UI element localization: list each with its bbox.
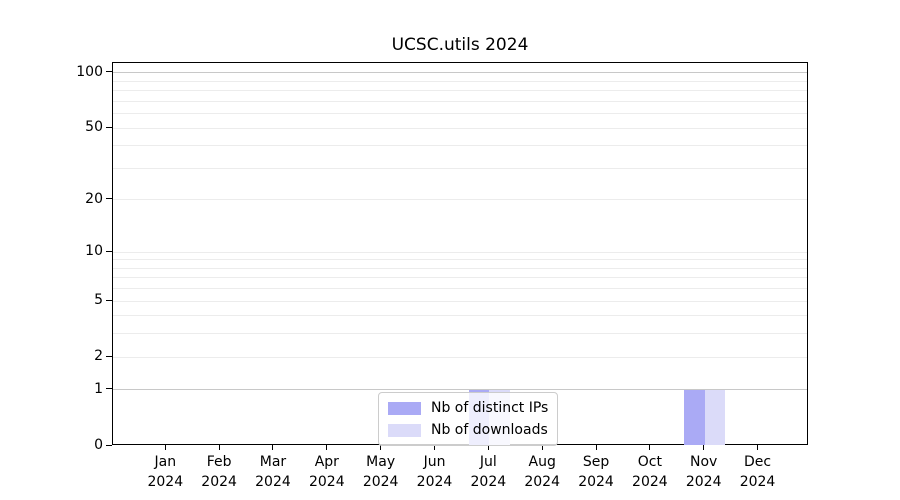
- legend: Nb of distinct IPs Nb of downloads: [378, 392, 559, 446]
- gridline-y-20: [113, 199, 807, 201]
- x-tick-year: 2024: [201, 474, 237, 490]
- plot-area: Nb of distinct IPs Nb of downloads: [112, 62, 808, 446]
- y-tick-mark-20: [106, 198, 112, 200]
- x-tick-month: Apr: [314, 454, 339, 470]
- y-tick-mark-100: [106, 71, 112, 73]
- gridline-y-4: [113, 315, 807, 317]
- y-tick-label-10: 10: [85, 243, 103, 260]
- x-tick-mark-apr: [326, 445, 328, 450]
- x-tick-mark-may: [380, 445, 382, 450]
- y-tick-label-5: 5: [94, 292, 103, 309]
- gridline-y-6: [113, 288, 807, 290]
- legend-label-downloads: Nb of downloads: [431, 422, 548, 438]
- bar-distinct-ips-nov: [684, 389, 705, 445]
- gridline-y-40: [113, 145, 807, 147]
- gridline-y-60: [113, 113, 807, 115]
- gridline-y-3: [113, 333, 807, 335]
- x-tick-year: 2024: [308, 474, 345, 490]
- x-tick-month: Oct: [637, 454, 662, 470]
- x-tick-year: 2024: [362, 474, 399, 490]
- x-tick-label-dec: Dec 2024: [726, 452, 790, 492]
- gridline-y-5: [113, 300, 807, 302]
- x-tick-month: Nov: [690, 454, 718, 470]
- x-tick-mark-feb: [218, 445, 220, 450]
- y-tick-label-20: 20: [85, 190, 103, 207]
- legend-entry-distinct-ips: Nb of distinct IPs: [388, 400, 548, 416]
- gridline-y-8: [113, 267, 807, 269]
- x-tick-label-feb: Feb 2024: [187, 452, 251, 492]
- gridline-y-2: [113, 356, 807, 358]
- y-tick-mark-10: [106, 250, 112, 252]
- x-tick-month: Aug: [528, 454, 556, 470]
- x-tick-label-aug: Aug 2024: [510, 452, 574, 492]
- x-tick-month: Jan: [154, 454, 177, 470]
- x-tick-mark-sep: [595, 445, 597, 450]
- x-tick-year: 2024: [255, 474, 291, 490]
- y-tick-label-100: 100: [76, 63, 103, 80]
- gridline-y-50: [113, 127, 807, 129]
- x-tick-label-oct: Oct 2024: [618, 452, 682, 492]
- x-tick-label-jun: Jun 2024: [403, 452, 467, 492]
- y-tick-mark-50: [106, 126, 112, 128]
- gridline-y-10: [113, 251, 807, 253]
- x-tick-year: 2024: [632, 474, 668, 490]
- x-tick-mark-dec: [757, 445, 759, 450]
- x-tick-year: 2024: [685, 474, 722, 490]
- x-tick-label-may: May 2024: [349, 452, 413, 492]
- y-tick-label-0: 0: [94, 437, 103, 453]
- legend-entry-downloads: Nb of downloads: [388, 422, 548, 438]
- x-tick-label-sep: Sep 2024: [564, 452, 628, 492]
- y-tick-mark-2: [106, 355, 112, 357]
- x-tick-month: Jun: [423, 454, 446, 470]
- x-tick-month: Sep: [582, 454, 610, 470]
- x-tick-mark-aug: [541, 445, 543, 450]
- gridline-y-1: [113, 389, 807, 391]
- gridline-y-9: [113, 259, 807, 261]
- gridline-y-7: [113, 277, 807, 279]
- x-tick-label-jul: Jul 2024: [456, 452, 520, 492]
- y-tick-label-50: 50: [85, 119, 103, 136]
- x-tick-mark-oct: [649, 445, 651, 450]
- x-tick-month: Jul: [479, 454, 497, 470]
- x-tick-mark-jul: [487, 445, 489, 450]
- gridline-y-80: [113, 90, 807, 92]
- x-tick-year: 2024: [147, 474, 184, 490]
- gridline-y-70: [113, 100, 807, 102]
- legend-label-distinct-ips: Nb of distinct IPs: [431, 400, 549, 416]
- y-tick-mark-5: [106, 299, 112, 301]
- x-tick-year: 2024: [524, 474, 560, 490]
- x-tick-year: 2024: [470, 474, 507, 490]
- y-tick-mark-1: [106, 388, 112, 390]
- x-tick-year: 2024: [739, 474, 776, 490]
- gridline-y-30: [113, 167, 807, 169]
- x-tick-mark-mar: [272, 445, 274, 450]
- bar-downloads-nov: [704, 389, 726, 445]
- x-tick-mark-jun: [434, 445, 435, 450]
- x-tick-label-jan: Jan 2024: [133, 452, 197, 492]
- x-tick-label-nov: Nov 2024: [672, 452, 736, 492]
- x-tick-month: Feb: [206, 454, 232, 470]
- x-tick-mark-nov: [703, 445, 705, 450]
- x-tick-mark-jan: [164, 445, 166, 450]
- x-tick-month: May: [366, 454, 396, 470]
- legend-swatch-downloads-icon: [388, 423, 421, 437]
- x-tick-year: 2024: [416, 474, 453, 490]
- y-tick-mark-0: [106, 444, 112, 446]
- gridline-y-90: [113, 80, 807, 82]
- x-tick-label-mar: Mar 2024: [241, 452, 305, 492]
- x-tick-month: Mar: [259, 454, 287, 470]
- x-tick-month: Dec: [743, 454, 772, 470]
- x-tick-label-apr: Apr 2024: [295, 452, 359, 492]
- chart-title: UCSC.utils 2024: [391, 35, 529, 55]
- y-tick-label-2: 2: [94, 348, 103, 365]
- legend-swatch-distinct-ips-icon: [388, 401, 421, 415]
- x-tick-year: 2024: [578, 474, 614, 490]
- y-tick-label-1: 1: [94, 380, 103, 397]
- gridline-y-100: [113, 72, 807, 74]
